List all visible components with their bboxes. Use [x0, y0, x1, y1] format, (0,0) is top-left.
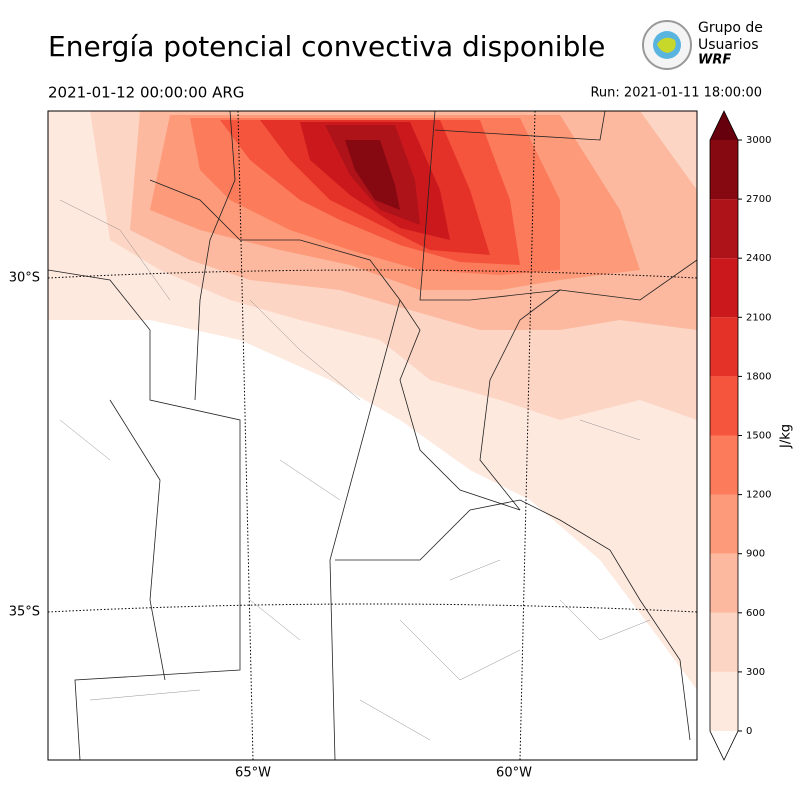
colorbar-tick-label: 0 — [746, 726, 752, 737]
colorbar-tick-label: 1800 — [746, 371, 771, 382]
colorbar-segment — [710, 199, 738, 259]
lat-label: 35°S — [9, 605, 40, 620]
colorbar-tick-label: 2100 — [746, 312, 771, 323]
colorbar-segment — [710, 494, 738, 554]
colorbar-segment — [710, 376, 738, 436]
colorbar-tick-label: 1500 — [746, 431, 771, 442]
colorbar-segment — [710, 671, 738, 731]
colorbar-tick-label: 600 — [746, 608, 765, 619]
logo-text: Grupo de — [698, 20, 763, 36]
colorbar-segment — [710, 317, 738, 377]
map — [48, 111, 697, 760]
colorbar-segment — [710, 553, 738, 613]
lon-label: 60°W — [496, 766, 532, 781]
map-frame — [47, 110, 698, 761]
run-time: Run: 2021-01-11 18:00:00 — [590, 86, 762, 101]
colorbar-extend — [710, 111, 738, 140]
colorbar-tick-label: 900 — [746, 549, 765, 560]
colorbar-segment — [710, 612, 738, 672]
colorbar-segment — [710, 140, 738, 200]
colorbar-segment — [710, 258, 738, 318]
colorbar-segment — [710, 435, 738, 495]
valid-time: 2021-01-12 00:00:00 ARG — [48, 84, 244, 102]
colorbar-label: J/kg — [779, 424, 794, 449]
logo: Grupo de Usuarios WRF — [642, 20, 763, 70]
colorbar: 0 300 600 900 1200 1500 1800 2100 2400 2700 3000 — [709, 110, 771, 761]
title: Energía potencial convectiva disponible — [48, 30, 605, 63]
colorbar-extend — [710, 731, 738, 760]
colorbar-tick-label: 3000 — [746, 135, 771, 146]
logo-text: Usuarios — [698, 37, 759, 53]
colorbar-tick-label: 2400 — [746, 253, 771, 264]
lat-label: 30°S — [9, 271, 40, 286]
lon-label: 65°W — [235, 766, 271, 781]
logo-text: WRF — [698, 53, 731, 68]
colorbar-tick-label: 2700 — [746, 194, 771, 205]
colorbar-tick-label: 300 — [746, 667, 765, 678]
colorbar-tick-label: 1200 — [746, 490, 771, 501]
